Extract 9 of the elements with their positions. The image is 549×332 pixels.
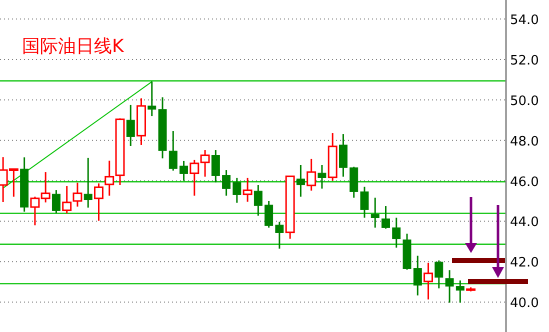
y-tick-label: 52.0 (510, 53, 539, 68)
text: 国际油日线K (22, 36, 125, 57)
y-tick-label: 46.0 (510, 174, 539, 190)
y-tick-label: 40.0 (510, 296, 539, 312)
y-tick-label: 44.0 (510, 215, 539, 230)
y-tick-label: 48.0 (510, 134, 539, 150)
y-tick-label: 42.0 (510, 256, 539, 271)
y-tick-label: 50.0 (510, 94, 539, 109)
y-tick-label: 54.0 (510, 13, 539, 28)
